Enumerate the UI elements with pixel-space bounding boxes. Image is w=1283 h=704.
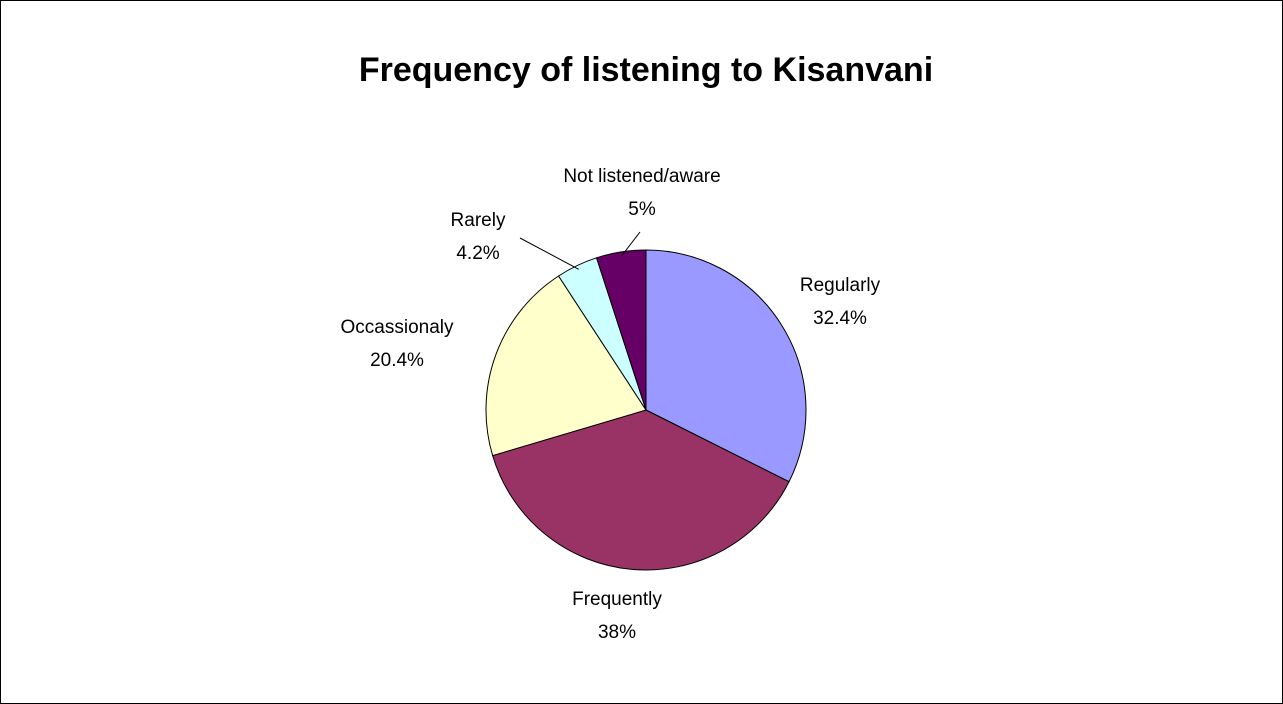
- slice-label: Frequently: [572, 589, 662, 610]
- slice-value-label: 20.4%: [370, 350, 424, 371]
- slice-label: Rarely: [451, 210, 506, 231]
- chart-title: Frequency of listening to Kisanvani: [359, 51, 933, 89]
- slice-label: Occassionaly: [341, 317, 454, 338]
- slice-label: Regularly: [800, 275, 881, 296]
- slice-value-label: 4.2%: [456, 243, 499, 264]
- slice-value-label: 32.4%: [813, 308, 867, 329]
- pie-slice: [645, 249, 807, 483]
- slice-label: Not listened/aware: [563, 166, 720, 187]
- slice-value-label: 38%: [598, 622, 636, 643]
- pie-slice: [595, 249, 647, 411]
- pie-slice: [492, 409, 790, 571]
- leader-line: [621, 231, 641, 257]
- leader-line: [519, 237, 579, 270]
- pie-slice: [485, 275, 647, 457]
- slice-value-label: 5%: [628, 199, 656, 220]
